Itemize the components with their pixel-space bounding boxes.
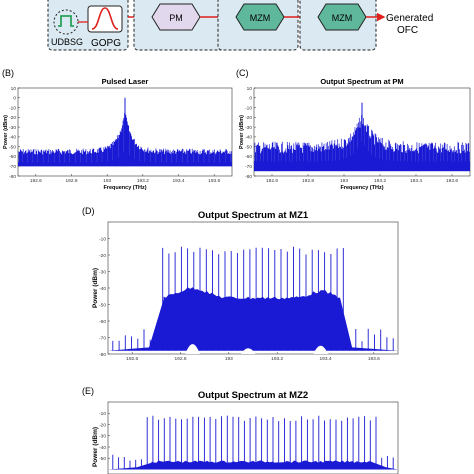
- x-tick-label-d: 192.6: [126, 356, 138, 362]
- y-tick-label-b: -70: [9, 164, 16, 170]
- gopg-label: GOPG: [91, 38, 121, 49]
- panel-label-e: (E): [82, 386, 94, 396]
- y-tick-label-d: -50: [99, 302, 106, 308]
- y-tick-label-b: -60: [9, 154, 16, 160]
- x-tick-label-b: 193.2: [137, 178, 149, 184]
- y-tick-label-c: -50: [245, 144, 252, 150]
- y-tick-label-d: -70: [99, 335, 106, 341]
- spectrum-fill-c: [254, 139, 470, 172]
- x-tick-label-d: 193.6: [368, 356, 380, 362]
- spectrum-lines-b: [18, 112, 232, 167]
- x-tick-label-c: 193.2: [374, 178, 386, 184]
- block-diagram: UDBSG GOPG PM MZM MZM Generated OFC: [47, 0, 433, 51]
- udbsg-label: UDBSG: [51, 37, 83, 47]
- gaussian-icon: [91, 7, 119, 30]
- comb-lines-d: [112, 246, 394, 351]
- x-tick-label-b: 193.6: [208, 178, 220, 184]
- x-tick-label-b: 193.4: [172, 178, 184, 184]
- y-tick-label-c: -40: [245, 135, 252, 141]
- y-axis-label-c: Power (dBm): [239, 115, 245, 149]
- y-tick-label-e: -20: [99, 422, 106, 428]
- chart-title-c: Output Spectrum at PM: [320, 77, 403, 86]
- y-tick-label-c: -30: [245, 125, 252, 131]
- y-tick-label-b: -10: [9, 105, 16, 111]
- x-tick-label-c: 192.6: [266, 178, 278, 184]
- panel-label-c: (C): [236, 68, 249, 78]
- y-tick-label-c: -10: [245, 105, 252, 111]
- y-tick-label-c: -70: [245, 164, 252, 170]
- comb-fill-e: [108, 460, 398, 470]
- y-tick-label-c: -20: [245, 115, 252, 121]
- y-tick-label-d: -10: [99, 236, 106, 242]
- y-tick-label-c: 10: [247, 86, 253, 92]
- plot-frame-d: [107, 221, 399, 355]
- y-tick-label-b: -40: [9, 135, 16, 141]
- comb-lines-e: [112, 415, 394, 470]
- chart-title-b: Pulsed Laser: [102, 77, 149, 86]
- spectrum-fill-b: [18, 148, 232, 167]
- x-tick-label-c: 193.4: [410, 178, 422, 184]
- x-tick-label-d: 193.4: [319, 356, 331, 362]
- plot-frame-c: [253, 87, 471, 177]
- plot-frame-b: [17, 87, 233, 177]
- y-tick-label-b: -50: [9, 144, 16, 150]
- panel-label-d: (D): [82, 206, 95, 216]
- y-axis-label-d: Power (dBm): [92, 268, 99, 308]
- mzm1-label: MZM: [250, 13, 271, 23]
- panel-label-b: (B): [2, 68, 14, 78]
- chart-title-e: Output Spectrum at MZ2: [198, 390, 308, 401]
- pulse-icon: [58, 15, 74, 27]
- y-tick-label-d: -60: [99, 319, 106, 325]
- notch-right-d: [313, 345, 328, 354]
- x-tick-label-b: 192.8: [65, 178, 77, 184]
- spectrum-lines-c: [254, 113, 470, 172]
- y-tick-label-b: -20: [9, 115, 16, 121]
- y-tick-label-c: 0: [249, 96, 252, 102]
- notch-mid-d: [240, 348, 256, 354]
- y-tick-label-e: -10: [99, 411, 106, 417]
- x-tick-label-b: 193: [103, 178, 111, 184]
- y-tick-label-d: -80: [99, 352, 106, 358]
- x-tick-label-c: 193: [340, 178, 348, 184]
- y-tick-label-c: -80: [245, 174, 252, 180]
- y-tick-label-e: -50: [99, 456, 106, 462]
- notch-left-d: [185, 344, 200, 354]
- x-tick-label-d: 193: [225, 356, 233, 362]
- x-axis-label-b: Frequency (THz): [103, 185, 146, 191]
- chart-title-d: Output Spectrum at MZ1: [198, 210, 309, 221]
- comb-fill-d: [108, 287, 398, 351]
- y-tick-label-b: -80: [9, 174, 16, 180]
- output-label-line1: Generated: [386, 13, 433, 24]
- pm-label: PM: [169, 13, 183, 23]
- y-tick-label-e: -40: [99, 445, 106, 451]
- y-tick-label-c: -60: [245, 154, 252, 160]
- y-tick-label-b: 0: [13, 96, 16, 102]
- x-tick-label-c: 192.8: [302, 178, 314, 184]
- y-axis-label-b: Power (dBm): [3, 115, 9, 149]
- x-tick-label-b: 192.6: [30, 178, 42, 184]
- output-label-line2: OFC: [397, 25, 418, 36]
- y-tick-label-e: -30: [99, 434, 106, 440]
- mzm2-label: MZM: [332, 13, 353, 23]
- plot-frame-e: [107, 401, 399, 474]
- y-tick-label-b: -30: [9, 125, 16, 131]
- x-tick-label-d: 192.8: [174, 356, 186, 362]
- x-tick-label-d: 193.2: [271, 356, 283, 362]
- x-axis-label-c: Frequency (THz): [340, 185, 383, 191]
- y-tick-label-b: 10: [11, 86, 17, 92]
- y-axis-label-e: Power (dBm): [92, 427, 99, 467]
- y-tick-label-d: -20: [99, 253, 106, 259]
- x-tick-label-c: 193.6: [446, 178, 458, 184]
- y-tick-label-d: -30: [99, 269, 106, 275]
- y-tick-label-d: -40: [99, 286, 106, 292]
